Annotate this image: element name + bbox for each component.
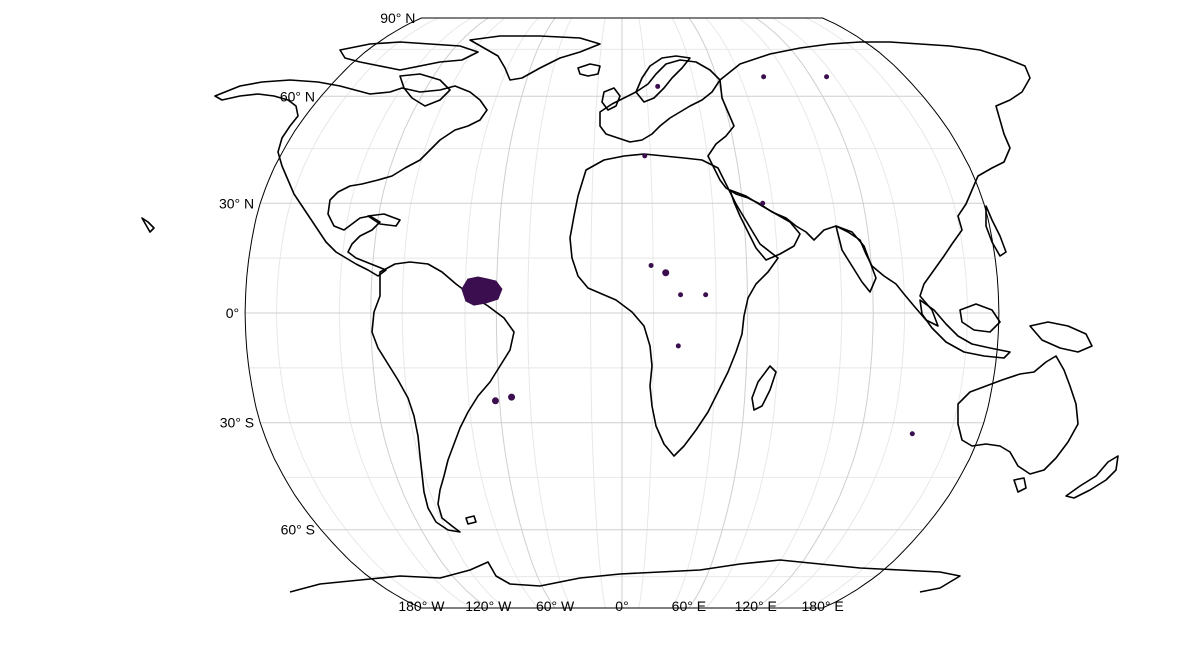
data-patch <box>508 393 516 401</box>
south-america-coast <box>371 261 515 533</box>
cuba-coast <box>367 213 401 227</box>
major-graticule <box>245 17 999 609</box>
longitude-tick-labels: 180° W 120° W 60° W 0° 60° E 120° E 180° E <box>398 598 843 614</box>
data-patch <box>761 74 767 80</box>
latitude-tick-label: 0° <box>226 305 239 321</box>
india-coast <box>835 225 877 293</box>
scandinavia-coast <box>635 55 691 103</box>
southeast-asia-islands-coast <box>959 303 1001 333</box>
data-patch <box>678 292 684 298</box>
new-guinea-coast <box>1029 321 1093 353</box>
falklands-coast <box>465 515 477 525</box>
japan-coast <box>985 205 1007 257</box>
data-patch <box>662 269 670 277</box>
latitude-tick-label: 30° S <box>220 415 254 431</box>
latitude-tick-label: 90° N <box>380 10 415 26</box>
madagascar-coast <box>751 365 777 411</box>
british-isles-coast <box>601 87 621 111</box>
coastlines <box>141 35 1119 593</box>
data-patch <box>675 343 681 349</box>
longitude-tick-label: 180° W <box>398 598 445 614</box>
arctic-islands-coast <box>339 41 479 71</box>
data-patch <box>461 276 503 306</box>
latitude-tick-label: 60° N <box>280 88 315 104</box>
data-patch <box>655 83 661 89</box>
meridian-line <box>755 17 874 609</box>
latitude-tick-label: 30° N <box>219 195 254 211</box>
data-patch <box>760 200 766 206</box>
greenland-coast <box>469 35 601 81</box>
map-frame <box>244 17 1000 609</box>
data-patch <box>824 74 830 80</box>
africa-coast <box>569 153 779 457</box>
data-patch <box>642 153 648 159</box>
new-zealand-coast <box>1065 455 1119 499</box>
antarctica-coast <box>289 559 961 593</box>
data-patch <box>909 431 915 437</box>
meridian-line <box>370 17 489 609</box>
arabian-peninsula-coast <box>729 189 801 261</box>
longitude-tick-label: 0° <box>615 598 628 614</box>
longitude-tick-label: 60° W <box>536 598 575 614</box>
australia-coast <box>957 355 1079 475</box>
europe-coast <box>599 59 721 143</box>
hawaii-coast <box>141 217 155 233</box>
baffin-island-coast <box>399 73 451 107</box>
longitude-tick-label: 120° E <box>735 598 777 614</box>
iceland-coast <box>577 63 601 77</box>
data-patch <box>648 262 654 268</box>
longitude-tick-label: 120° W <box>465 598 512 614</box>
sumatra-java-coast <box>919 299 1011 359</box>
latitude-tick-label: 60° S <box>281 522 315 538</box>
longitude-tick-label: 180° E <box>802 598 844 614</box>
latitude-tick-labels: 90° N 60° N 30° N 0° 30° S 60° S <box>219 10 415 538</box>
longitude-tick-label: 60° E <box>672 598 706 614</box>
tasmania-coast <box>1013 477 1027 493</box>
north-america-coast <box>214 79 488 277</box>
data-patch <box>703 292 709 298</box>
asia-coast <box>707 41 1031 327</box>
data-overlay <box>461 74 915 437</box>
data-patch <box>491 397 499 405</box>
